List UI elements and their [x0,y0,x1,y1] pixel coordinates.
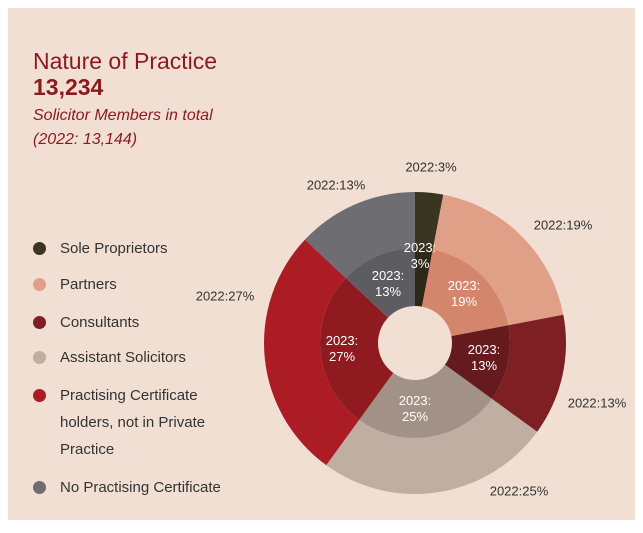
donut-segment [415,248,433,307]
legend-swatch [33,481,46,494]
legend-label: Consultants [60,314,140,331]
donut-segment [304,192,415,278]
donut-segment [491,314,566,432]
data-label: 2022:13% [568,395,627,410]
legend-swatch [33,351,46,364]
data-label: 2023: 25% [399,393,432,424]
legend-item: Consultants [33,309,243,336]
donut-segment [264,239,360,466]
subtitle: (2022: 13,144) [33,131,138,148]
legend-label: Assistant Solicitors [60,349,186,366]
donut-segment [421,249,509,337]
data-label: 2023: 3% [404,240,437,271]
donut-segment [345,248,415,318]
legend-swatch [33,278,46,291]
data-label: 2022:27% [196,288,255,303]
legend-swatch [33,242,46,255]
legend-label: Practising Certificate holders, not in P… [60,387,206,458]
legend-item: Practising Certificate holders, not in P… [33,382,243,463]
data-label: 2023: 13% [468,342,501,373]
legend-label: Partners [60,276,117,293]
legend-swatch [33,389,46,402]
legend-label: Sole Proprietors [60,240,168,257]
data-label: 2022:3% [405,159,457,174]
total: 13,234 [33,74,104,100]
legend-label: No Practising Certificate [60,479,221,496]
legend-item: Partners [33,271,243,298]
legend-item: Assistant Solicitors [33,344,243,371]
data-label: 2023: 13% [372,268,405,299]
donut-segment [326,398,538,495]
legend-item: No Practising Certificate [33,474,243,501]
donut-segment [320,277,394,420]
data-label: 2022:19% [534,217,593,232]
legend-swatch [33,316,46,329]
donut-segment [444,325,510,399]
donut-segment [415,192,444,250]
data-label: 2023: 27% [326,333,359,364]
data-label: 2022:25% [490,483,549,498]
donut-segment [432,194,564,326]
data-label: 2022:13% [307,177,366,192]
chart-title: Nature of Practice [33,48,218,74]
donut-segment [359,364,492,438]
data-label: 2023: 19% [448,278,481,309]
legend-item: Sole Proprietors [33,235,243,262]
subtitle: Solicitor Members in total [33,107,213,124]
